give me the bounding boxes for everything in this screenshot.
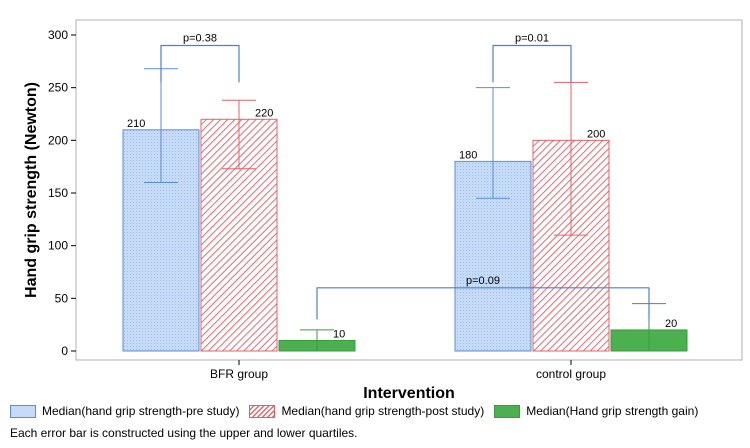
x-tick-label: BFR group: [210, 367, 268, 381]
legend-swatch-post: [249, 404, 276, 418]
y-tick-label: 50: [55, 291, 69, 305]
significance-bracket: [160, 44, 240, 83]
legend-label-gain: Median(Hand grip strength gain): [526, 404, 699, 418]
x-tick-label: control group: [536, 367, 606, 381]
significance-label: p=0.38: [183, 33, 217, 45]
legend-swatch-gain: [494, 404, 521, 418]
legend-label-pre: Median(hand grip strength-pre study): [42, 404, 240, 418]
significance-label: p=0.01: [515, 33, 549, 45]
y-axis-title: Hand grip strength (Newton): [23, 82, 40, 298]
y-tick-label: 200: [48, 133, 68, 147]
significance-bracket: [492, 44, 572, 83]
significance-bracket: [316, 287, 650, 320]
legend-item-post: Median(hand grip strength-post study): [249, 404, 484, 418]
significance-label: p=0.09: [466, 275, 500, 287]
y-tick-label: 300: [48, 28, 68, 42]
y-tick-label: 150: [48, 186, 68, 200]
data-label: 180: [459, 149, 477, 161]
legend-label-post: Median(hand grip strength-post study): [281, 404, 485, 418]
data-label: 200: [587, 128, 605, 140]
data-label: 220: [255, 107, 273, 119]
y-tick-label: 0: [61, 344, 68, 358]
plot-frame: [75, 19, 743, 361]
data-label: 210: [127, 118, 145, 130]
legend-item-pre: Median(hand grip strength-pre study): [10, 404, 239, 418]
legend-swatch-pre: [10, 404, 36, 418]
data-label: 20: [665, 318, 677, 330]
x-axis-title: Intervention: [363, 385, 455, 402]
legend-item-gain: Median(Hand grip strength gain): [494, 404, 698, 418]
y-tick-label: 250: [48, 81, 68, 95]
y-tick-label: 100: [48, 239, 68, 253]
chart-footnote: Each error bar is constructed using the …: [10, 426, 358, 440]
data-label: 10: [333, 328, 345, 340]
chart-legend: Median(hand grip strength-pre study) Med…: [10, 402, 708, 420]
